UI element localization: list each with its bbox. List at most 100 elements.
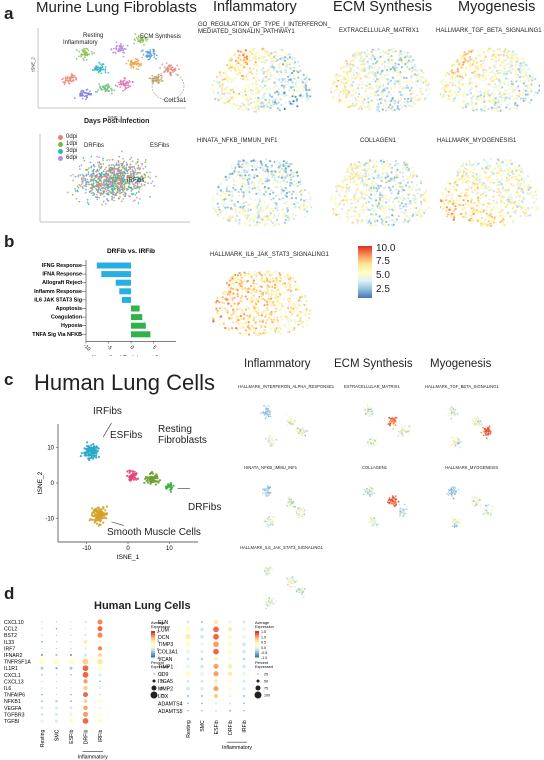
feature-point <box>524 84 527 87</box>
feature-point <box>260 69 263 72</box>
feature-point <box>304 209 307 212</box>
feature-point <box>218 94 221 97</box>
cell-point <box>137 62 140 65</box>
label-col13a1: Col13a1 <box>164 98 187 104</box>
feature-point <box>480 92 483 95</box>
feature-point <box>516 104 519 107</box>
feature-point <box>451 71 454 74</box>
feature-point <box>371 87 374 90</box>
cell-point <box>113 166 116 168</box>
feature-point <box>391 214 394 217</box>
feature-point <box>509 53 512 56</box>
feature-point <box>379 55 382 58</box>
feature-point <box>242 54 245 57</box>
feature-point <box>364 76 367 79</box>
feature-point <box>217 99 220 102</box>
feature-point <box>253 47 256 50</box>
feature-point <box>243 214 246 217</box>
cell-point <box>84 51 86 54</box>
feature-point <box>243 96 246 99</box>
cell-point <box>101 176 103 178</box>
feature-point <box>512 55 515 59</box>
feature-point <box>276 52 279 55</box>
cell-point <box>123 176 125 178</box>
feature-point <box>478 82 481 85</box>
feature-point <box>532 73 535 76</box>
feature-point <box>255 51 258 54</box>
feature-point <box>420 80 423 83</box>
cell-point <box>126 188 128 190</box>
feature-point <box>273 91 277 94</box>
feature-point <box>353 181 356 184</box>
feature-point <box>357 177 360 180</box>
feature-point <box>280 211 284 214</box>
feature-point <box>388 61 391 64</box>
feature-point <box>472 101 475 104</box>
feature-point <box>268 78 271 81</box>
feature-point <box>353 175 356 178</box>
feature-point <box>357 212 360 215</box>
cell-point <box>121 150 123 153</box>
cell-point <box>100 64 103 66</box>
feature-point <box>268 87 271 90</box>
feature-point <box>414 194 417 197</box>
feature-point <box>470 92 473 95</box>
cell-point <box>116 184 118 187</box>
map-title: HALLMARK_TGF_BETA_SIGNALING1 <box>436 28 542 34</box>
feature-point <box>265 193 268 196</box>
feature-point <box>254 106 257 109</box>
cell-point <box>139 41 142 44</box>
feature-point <box>260 213 263 216</box>
feature-point <box>266 77 269 80</box>
feature-point <box>257 79 261 82</box>
feature-point <box>391 218 394 222</box>
feature-point <box>401 106 404 109</box>
feature-point <box>461 93 464 96</box>
cell-point <box>124 182 127 184</box>
feature-point <box>258 109 261 112</box>
feature-point <box>346 167 349 170</box>
feature-point <box>263 84 266 87</box>
feature-point <box>239 64 242 67</box>
feature-point <box>424 189 427 192</box>
feature-point <box>404 86 408 89</box>
legend-item-3dpi: 3dpi <box>58 148 77 154</box>
cell-point <box>129 85 132 88</box>
feature-point <box>258 90 261 93</box>
feature-point <box>228 194 231 197</box>
legend-label: 3dpi <box>66 148 78 154</box>
feature-point <box>384 194 387 197</box>
feature-point <box>392 58 395 61</box>
feature-point <box>234 166 237 169</box>
feature-point <box>399 197 402 200</box>
feature-point <box>224 192 227 195</box>
feature-point <box>369 193 373 196</box>
cell-point <box>94 175 97 178</box>
feature-point <box>416 180 419 183</box>
cell-point <box>100 187 103 190</box>
feature-point <box>494 86 497 89</box>
feature-point <box>483 98 486 101</box>
feature-point <box>285 203 288 206</box>
feature-point <box>456 58 459 61</box>
feature-point <box>363 67 366 70</box>
feature-point <box>377 202 381 205</box>
feature-point <box>285 183 288 186</box>
feature-point <box>266 205 269 208</box>
feature-point <box>385 216 388 219</box>
feature-point <box>242 194 246 197</box>
feature-point <box>460 79 463 82</box>
feature-point <box>381 181 384 184</box>
feature-point <box>415 183 418 186</box>
cell-point <box>85 183 87 186</box>
feature-point <box>454 83 457 86</box>
feature-point <box>500 94 503 97</box>
murine-tsne-clusters <box>30 24 190 112</box>
feature-point <box>521 80 524 83</box>
legend-item-0dpi: 0dpi <box>58 134 77 140</box>
cell-point <box>145 54 148 57</box>
feature-point <box>255 216 258 219</box>
map-title: HINATA_NFKB_IMMUN_INF1 <box>197 138 278 144</box>
cell-point <box>82 91 85 94</box>
feature-point <box>382 160 385 163</box>
